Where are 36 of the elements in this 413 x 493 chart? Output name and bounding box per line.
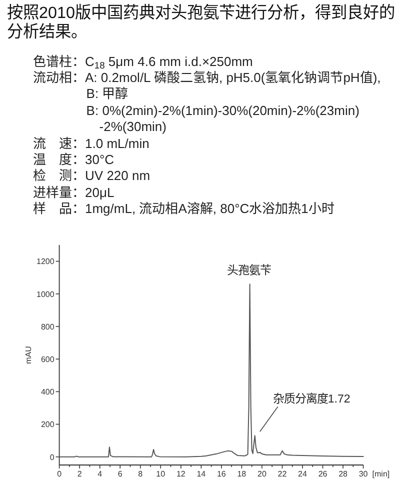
x-tick-label: 10 <box>156 470 166 478</box>
annotation: 头孢氨苄 <box>226 264 271 278</box>
text: 检 测：UV 220 nm <box>33 168 150 184</box>
x-tick-label: 30 <box>358 470 368 478</box>
x-tick-label: 8 <box>138 470 144 478</box>
y-tick-label: 800 <box>40 322 55 332</box>
text: 色谱柱：C$_{18}$ 5μm 4.6 mm i.d.×250mm <box>33 54 253 70</box>
text: 流 速：1.0 mL/min <box>33 136 150 151</box>
x-tick-label: 6 <box>118 470 123 478</box>
y-tick-label: 400 <box>40 388 55 397</box>
y-tick-label: 600 <box>40 354 55 364</box>
x-tick-label: 20 <box>258 470 267 478</box>
x-tick-label: 16 <box>216 470 226 478</box>
x-tick-label: 2 <box>77 470 82 478</box>
x-tick-label: 4 <box>98 470 103 478</box>
text: 流动相：A: 0.2mol/L 磷酸二氢钠, pH5.0(氢氧化钠调节pH值), B: 甲醇 B: 0%(2min)-2%(1min)-30%(20min)-2%(23min) -2%(30min) <box>33 70 381 134</box>
x-tick-label: 22 <box>278 470 288 478</box>
y-axis-title: mAU <box>24 346 33 364</box>
x-tick-label: 18 <box>237 470 247 478</box>
annotation: 杂质分离度1.72 <box>272 392 350 406</box>
y-tick-label: 1200 <box>36 257 55 266</box>
text: 进样量：20μL <box>33 184 114 200</box>
chart-title: 按照2010版中国药典对头孢氨苄进行分析，得到良好的分析结果。 <box>7 4 396 42</box>
x-tick-label: 28 <box>338 470 348 478</box>
text: 温 度：30°C <box>33 152 114 167</box>
x-tick-label: 26 <box>318 470 328 478</box>
x-tick-label: 0 <box>57 470 62 478</box>
x-tick-label: 12 <box>176 470 186 478</box>
y-tick-label: 200 <box>40 420 55 430</box>
x-tick-label: 24 <box>298 470 308 478</box>
y-tick-label: 0 <box>50 452 55 462</box>
x-tick-label: 14 <box>196 470 206 478</box>
x-axis-title: [min] <box>372 470 390 478</box>
y-tick-label: 1000 <box>36 290 55 299</box>
text: 样 品：1mg/mL, 流动相A溶解, 80°C水浴加热1小时 <box>33 201 334 216</box>
line-series <box>58 284 364 458</box>
